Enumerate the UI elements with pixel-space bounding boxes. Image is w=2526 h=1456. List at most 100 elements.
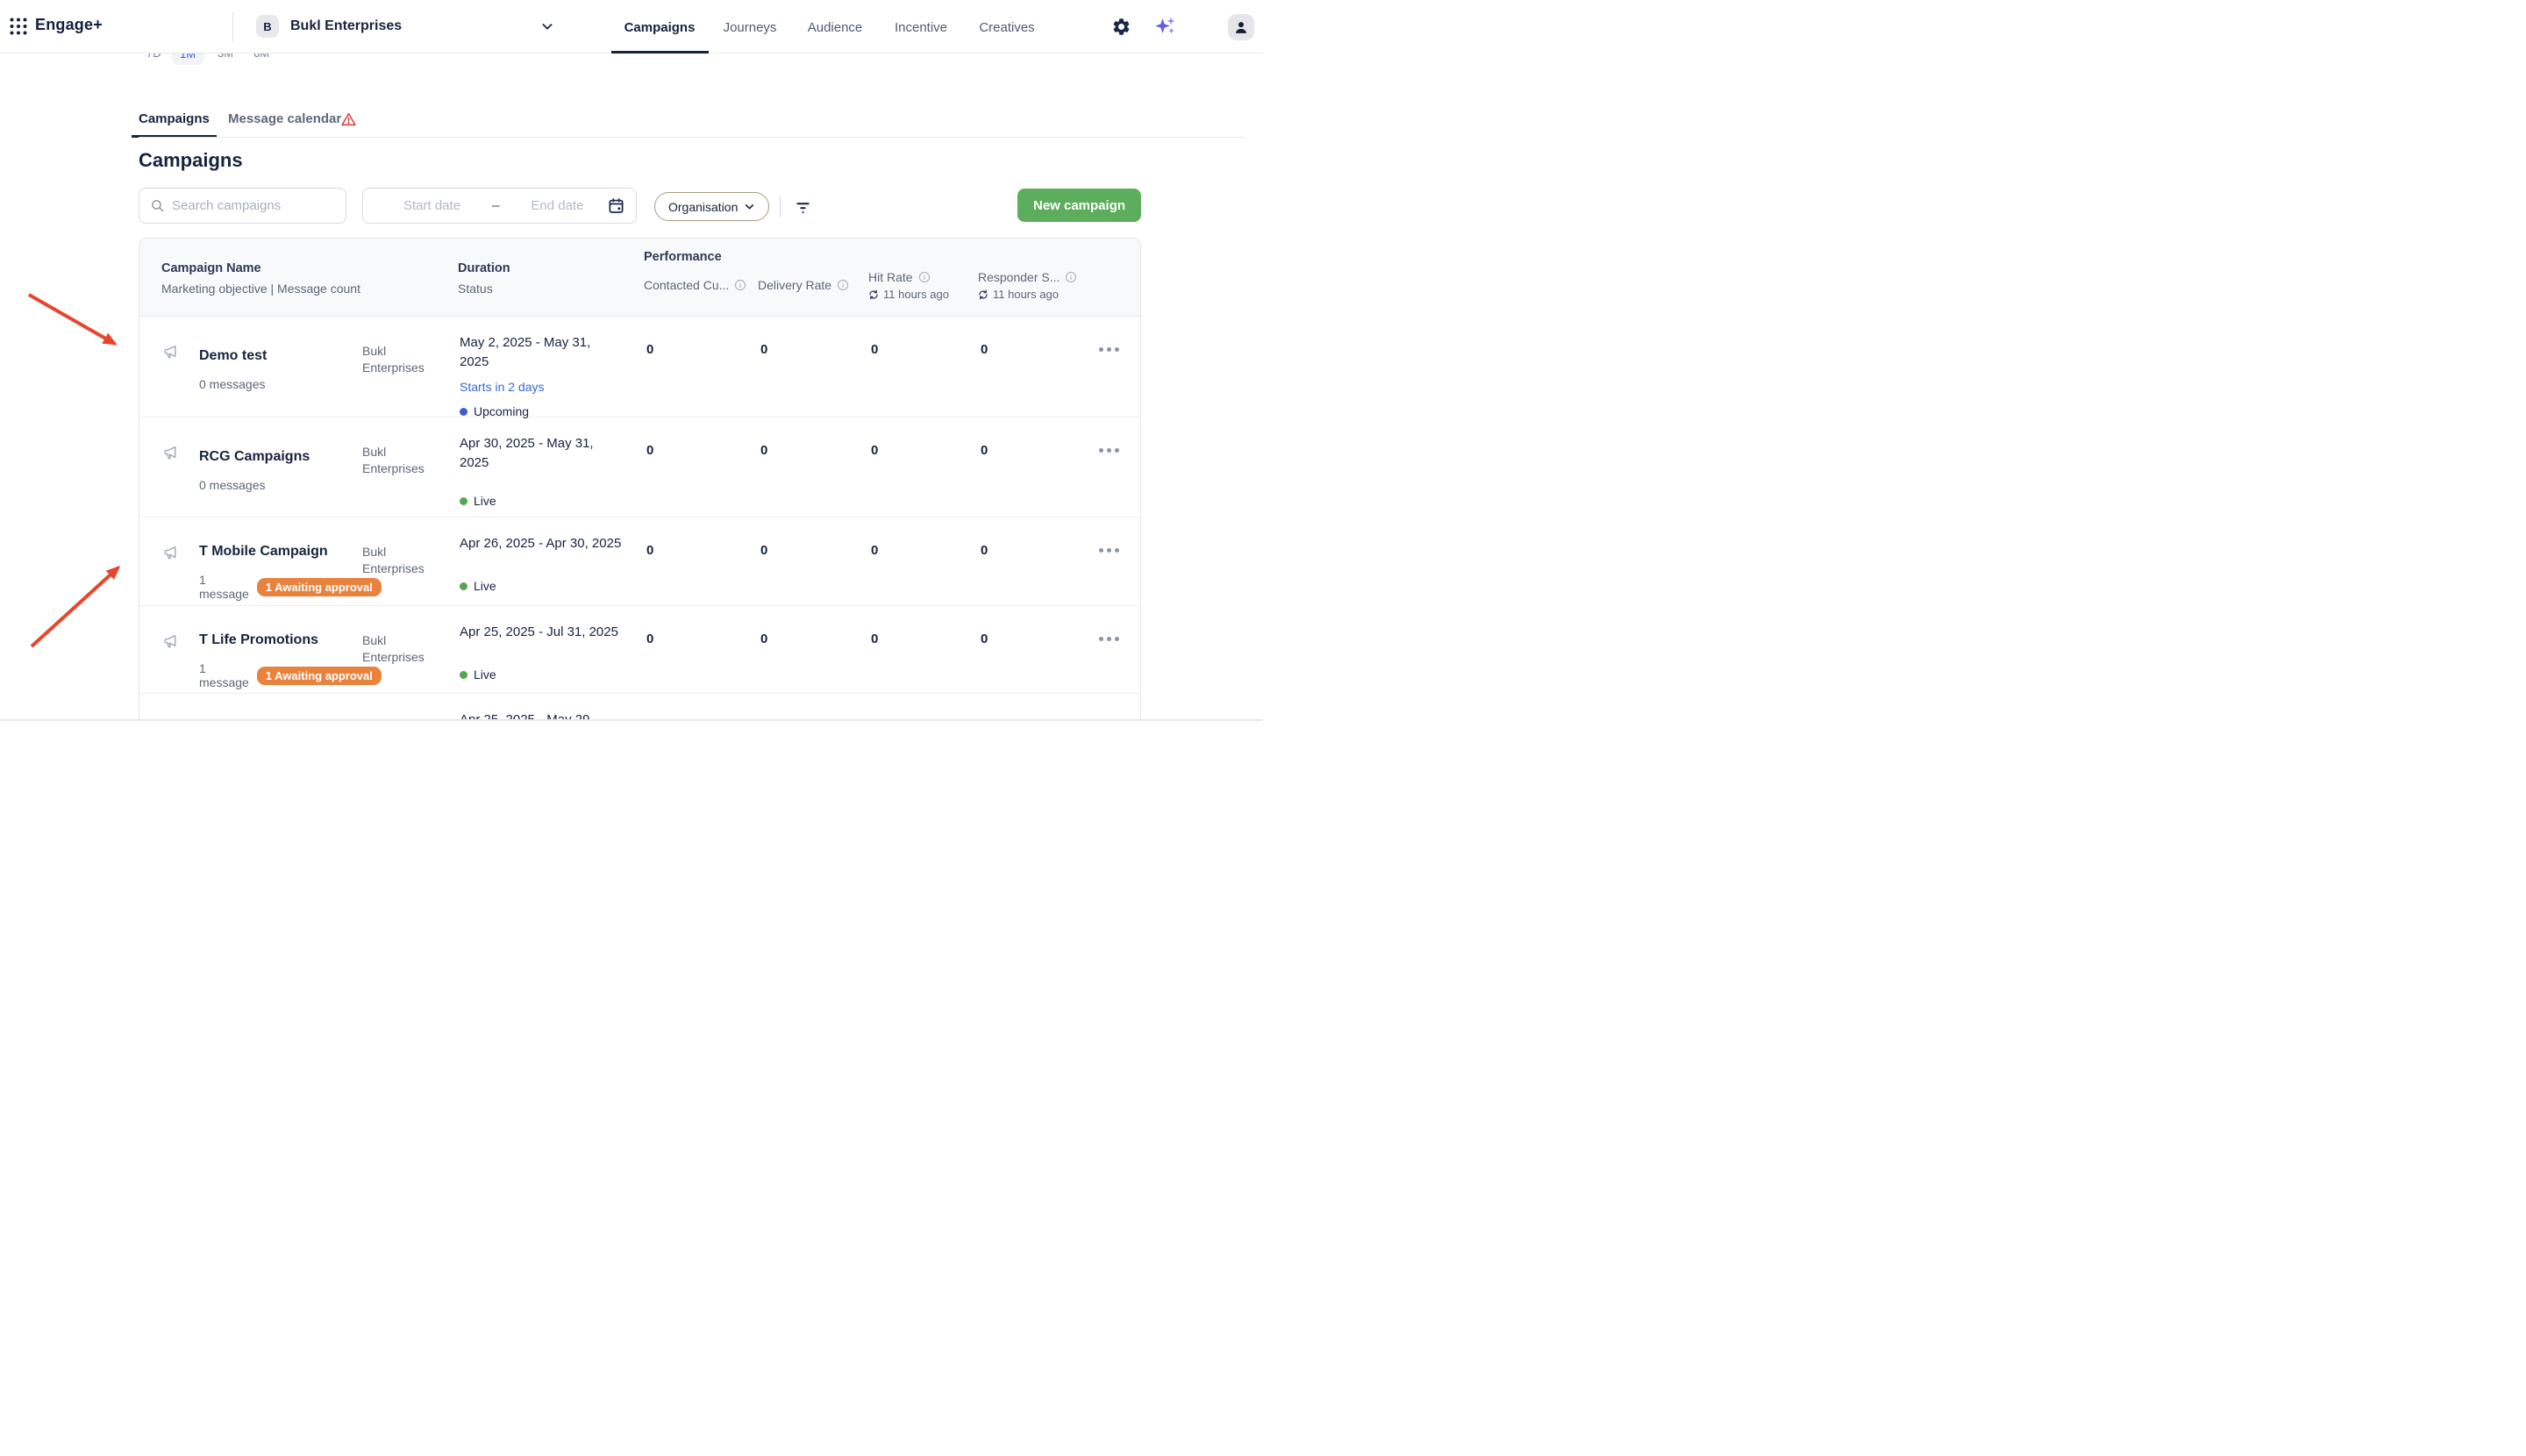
campaign-duration: Apr 25, 2025 - May 29, [460, 710, 646, 719]
table-header: Campaign Name Marketing objective | Mess… [139, 239, 1140, 317]
contacted-value: 0 [646, 443, 654, 458]
warning-triangle-icon [341, 112, 356, 131]
viewport-bottom-line [0, 719, 1263, 721]
settings-gear-icon[interactable] [1111, 17, 1131, 41]
message-count: 1 message [199, 661, 249, 689]
table-row-partial[interactable]: Apr 25, 2025 - May 29, [139, 694, 1140, 719]
date-range-picker[interactable]: Start date – End date [362, 188, 637, 224]
hit-rate-value: 0 [871, 632, 879, 646]
table-row-demo-test[interactable]: Demo test 0 messages Bukl Enterprises Ma… [139, 317, 1140, 418]
app-header: Engage+ B Bukl Enterprises Campaigns Jou… [0, 0, 1263, 54]
app-root: 7D 1M 3M 6M Engage+ B Bukl Enterprises C… [0, 0, 1263, 728]
org-avatar: B [256, 15, 279, 38]
red-arrow-to-demo-test [28, 293, 118, 346]
refresh-icon[interactable] [978, 289, 988, 300]
delivery-value: 0 [760, 632, 768, 646]
red-arrow-to-t-mobile [30, 565, 121, 648]
megaphone-icon [164, 634, 176, 648]
org-name: Bukl Enterprises [290, 18, 403, 33]
awaiting-approval-badge: 1 Awaiting approval [256, 577, 382, 596]
search-campaigns-box [139, 188, 346, 224]
tab-active-underline [132, 135, 217, 138]
info-icon[interactable] [837, 279, 849, 291]
col-group-performance: Performance [644, 250, 722, 264]
col-campaign-name: Campaign Name [161, 261, 261, 275]
megaphone-icon [164, 446, 176, 460]
filter-icon[interactable] [790, 196, 815, 220]
nav-active-underline [611, 51, 709, 54]
hit-rate-value: 0 [871, 543, 879, 558]
info-icon[interactable] [1065, 271, 1077, 283]
status-dot-live [460, 670, 467, 679]
campaign-name[interactable]: T Life Promotions [199, 632, 318, 647]
organisation-filter-dropdown[interactable]: Organisation [654, 192, 770, 221]
responder-refreshed: 11 hours ago [993, 288, 1059, 301]
date-separator: – [492, 198, 500, 213]
campaign-duration: Apr 25, 2025 - Jul 31, 2025 [460, 625, 618, 639]
nav-audience[interactable]: Audience [807, 20, 863, 35]
nav-creatives[interactable]: Creatives [979, 20, 1035, 35]
row-actions-menu[interactable] [1095, 633, 1140, 645]
org-selector[interactable]: B Bukl Enterprises [256, 15, 554, 38]
campaign-org: Bukl Enterprises [362, 445, 425, 475]
col-duration: Duration [458, 261, 510, 275]
col-contacted: Contacted Cu... [644, 278, 730, 292]
contacted-value: 0 [646, 342, 654, 357]
start-date-field[interactable]: Start date [403, 198, 461, 213]
calendar-icon[interactable] [608, 197, 624, 214]
table-row-rcg-campaigns[interactable]: RCG Campaigns 0 messages Bukl Enterprise… [139, 418, 1140, 517]
search-icon [150, 198, 165, 213]
campaign-org: Bukl Enterprises [362, 344, 425, 375]
info-icon[interactable] [918, 271, 931, 283]
col-delivery-rate: Delivery Rate [758, 278, 832, 292]
message-count: 1 message [199, 573, 249, 601]
page-title: Campaigns [139, 149, 243, 171]
col-hit-rate: Hit Rate [868, 270, 913, 284]
row-actions-menu[interactable] [1095, 545, 1140, 556]
user-avatar[interactable] [1228, 14, 1254, 40]
search-input[interactable] [172, 198, 335, 213]
tab-campaigns[interactable]: Campaigns [139, 111, 210, 126]
campaign-name[interactable]: RCG Campaigns [199, 449, 310, 464]
table-row-t-life-promotions[interactable]: T Life Promotions 1 message 1 Awaiting a… [139, 606, 1140, 694]
campaign-org: Bukl Enterprises [362, 545, 425, 575]
row-actions-menu[interactable] [1095, 445, 1140, 456]
refresh-icon[interactable] [868, 289, 879, 300]
contacted-value: 0 [646, 632, 654, 646]
nav-campaigns[interactable]: Campaigns [624, 20, 696, 35]
app-launcher-grid-icon[interactable] [9, 17, 28, 36]
ai-sparkles-icon[interactable] [1154, 15, 1177, 42]
status-label: Live [474, 579, 496, 593]
responder-value: 0 [981, 342, 988, 357]
campaign-duration: Apr 26, 2025 - Apr 30, 2025 [460, 536, 622, 551]
responder-value: 0 [981, 543, 988, 558]
col-responder: Responder S... [978, 270, 1060, 284]
col-status: Status [458, 282, 493, 296]
organisation-filter-label: Organisation [668, 199, 739, 214]
nav-incentive[interactable]: Incentive [894, 20, 948, 35]
message-count: 0 messages [199, 377, 266, 391]
status-dot-live [460, 496, 467, 505]
status-label: Upcoming [474, 404, 530, 418]
awaiting-approval-badge: 1 Awaiting approval [256, 666, 382, 685]
end-date-field[interactable]: End date [531, 198, 584, 213]
campaigns-table: Campaign Name Marketing objective | Mess… [139, 238, 1141, 719]
table-row-t-mobile-campaign[interactable]: T Mobile Campaign 1 message 1 Awaiting a… [139, 517, 1140, 606]
controls-divider [780, 196, 781, 218]
campaign-name[interactable]: Demo test [199, 348, 268, 363]
delivery-value: 0 [760, 543, 768, 558]
hit-rate-refreshed: 11 hours ago [883, 288, 949, 301]
campaign-name[interactable]: T Mobile Campaign [199, 544, 328, 559]
megaphone-icon [164, 345, 176, 359]
tab-message-calendar[interactable]: Message calendar [228, 111, 342, 126]
status-label: Live [474, 494, 496, 508]
delivery-value: 0 [760, 443, 768, 458]
info-icon[interactable] [734, 279, 746, 291]
campaign-duration: Apr 30, 2025 - May 31, 2025 [460, 436, 594, 470]
starts-in-link[interactable]: Starts in 2 days [460, 380, 545, 394]
status-dot-live [460, 582, 467, 590]
new-campaign-button[interactable]: New campaign [1017, 189, 1141, 222]
chevron-down-icon [746, 204, 754, 210]
row-actions-menu[interactable] [1095, 344, 1140, 355]
nav-journeys[interactable]: Journeys [723, 20, 777, 35]
